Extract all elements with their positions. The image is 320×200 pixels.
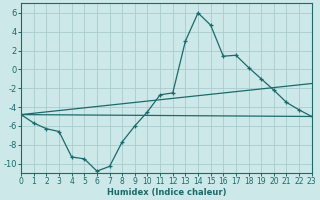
X-axis label: Humidex (Indice chaleur): Humidex (Indice chaleur)	[107, 188, 226, 197]
